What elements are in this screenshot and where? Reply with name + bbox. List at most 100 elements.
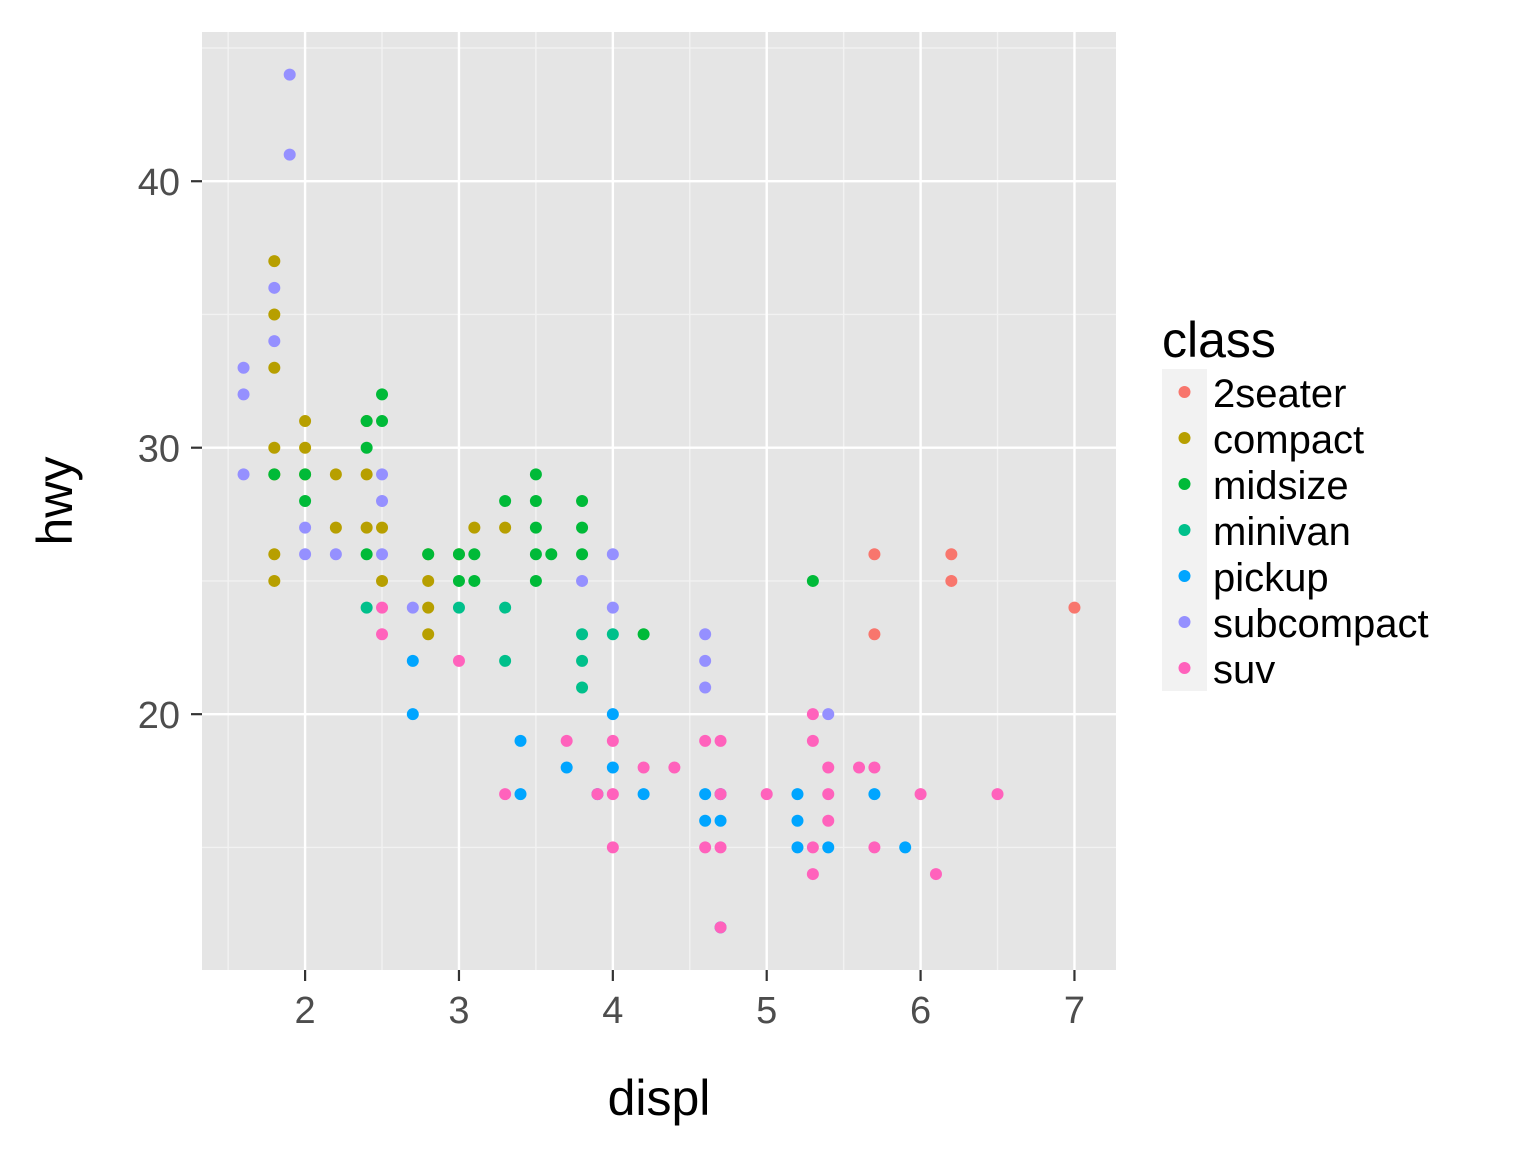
point-compact <box>329 468 342 481</box>
x-axis-title: displ <box>608 1070 711 1126</box>
point-midsize <box>545 548 558 561</box>
point-midsize <box>360 548 373 561</box>
point-midsize <box>576 521 589 534</box>
point-suv <box>853 761 866 774</box>
point-midsize <box>360 415 373 428</box>
legend-label-2seater: 2seater <box>1213 372 1346 416</box>
y-tick-label: 40 <box>138 162 180 204</box>
x-tick-label: 5 <box>756 990 777 1032</box>
data-points <box>237 68 1081 934</box>
point-suv <box>606 841 619 854</box>
point-midsize <box>299 495 312 507</box>
point-pickup <box>714 814 727 827</box>
point-midsize <box>529 495 542 507</box>
point-midsize <box>529 574 542 587</box>
point-2seater <box>945 574 958 587</box>
legend-swatch-pickup <box>1178 570 1191 582</box>
point-pickup <box>514 734 527 747</box>
point-compact <box>268 361 281 374</box>
point-compact <box>329 521 342 534</box>
point-pickup <box>514 788 527 801</box>
point-subcompact <box>299 521 312 534</box>
point-minivan <box>576 628 589 641</box>
point-minivan <box>452 601 465 614</box>
point-subcompact <box>699 628 712 641</box>
point-pickup <box>637 788 650 801</box>
point-midsize <box>529 468 542 481</box>
point-midsize <box>529 548 542 561</box>
legend: class 2seatercompactmidsizeminivanpickup… <box>1162 312 1429 692</box>
point-suv <box>560 734 573 747</box>
point-compact <box>376 574 389 587</box>
point-midsize <box>452 548 465 561</box>
y-tick-label: 20 <box>138 695 180 737</box>
point-subcompact <box>699 681 712 694</box>
point-compact <box>268 255 281 268</box>
point-midsize <box>376 415 389 428</box>
point-compact <box>360 468 373 481</box>
point-minivan <box>360 601 373 614</box>
point-suv <box>591 788 604 801</box>
point-suv <box>714 788 727 801</box>
point-pickup <box>822 841 835 854</box>
plot-panel <box>202 32 1116 970</box>
point-pickup <box>406 708 419 721</box>
point-suv <box>668 761 681 774</box>
point-compact <box>468 521 481 534</box>
point-suv <box>714 734 727 747</box>
point-suv <box>822 761 835 774</box>
minor-gridlines <box>202 32 1116 970</box>
point-subcompact <box>329 548 342 561</box>
x-tick-label: 4 <box>602 990 623 1032</box>
legend-swatch-compact <box>1178 432 1191 444</box>
point-pickup <box>699 788 712 801</box>
point-minivan <box>499 654 512 667</box>
legend-label-minivan: minivan <box>1213 510 1351 554</box>
point-pickup <box>868 788 881 801</box>
x-tick-label: 2 <box>295 990 316 1032</box>
point-suv <box>822 814 835 827</box>
point-subcompact <box>606 548 619 561</box>
legend-swatch-2seater <box>1178 386 1191 398</box>
point-pickup <box>406 654 419 667</box>
point-compact <box>268 441 281 454</box>
point-2seater <box>1068 601 1081 614</box>
point-suv <box>806 734 819 747</box>
point-midsize <box>452 574 465 587</box>
legend-label-pickup: pickup <box>1213 556 1329 600</box>
x-tick-label: 3 <box>448 990 469 1032</box>
legend-label-midsize: midsize <box>1213 464 1349 508</box>
point-compact <box>376 521 389 534</box>
point-suv <box>637 761 650 774</box>
legend-swatch-subcompact <box>1178 616 1191 628</box>
legend-label-compact: compact <box>1213 418 1364 462</box>
point-compact <box>422 574 435 587</box>
point-minivan <box>576 681 589 694</box>
legend-swatch-suv <box>1178 662 1191 674</box>
legend-label-subcompact: subcompact <box>1213 602 1429 646</box>
point-subcompact <box>283 68 296 81</box>
point-suv <box>376 628 389 641</box>
point-subcompact <box>237 388 250 401</box>
point-subcompact <box>376 495 389 507</box>
point-subcompact <box>376 548 389 561</box>
point-midsize <box>299 468 312 481</box>
point-subcompact <box>576 574 589 587</box>
point-pickup <box>699 814 712 827</box>
point-midsize <box>529 521 542 534</box>
point-2seater <box>868 548 881 561</box>
point-midsize <box>268 468 281 481</box>
point-suv <box>714 841 727 854</box>
point-pickup <box>560 761 573 774</box>
point-midsize <box>422 548 435 561</box>
x-tick-label: 7 <box>1064 990 1085 1032</box>
point-midsize <box>360 441 373 454</box>
point-subcompact <box>406 601 419 614</box>
point-subcompact <box>268 281 281 294</box>
point-suv <box>606 734 619 747</box>
point-pickup <box>791 841 804 854</box>
point-suv <box>376 601 389 614</box>
point-midsize <box>468 574 481 587</box>
point-suv <box>699 841 712 854</box>
point-midsize <box>576 548 589 561</box>
